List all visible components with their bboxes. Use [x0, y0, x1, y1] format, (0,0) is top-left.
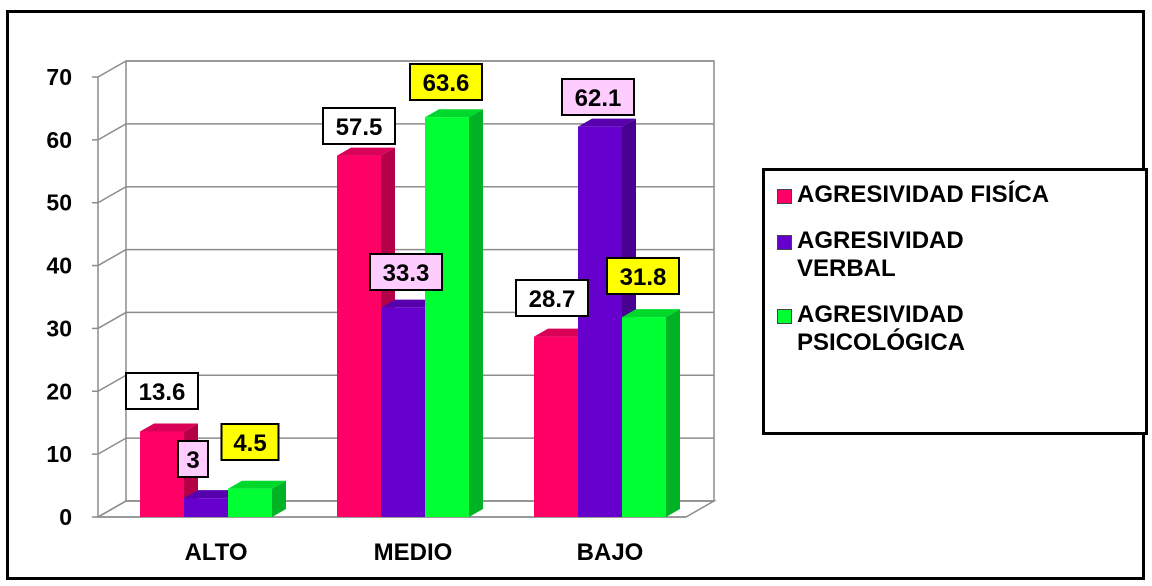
bar-top-face: [140, 423, 198, 432]
gridline-diagonal: [97, 186, 127, 204]
data-label-fisica-bajo: 28.7: [515, 279, 589, 317]
bar-top-face: [622, 309, 680, 318]
data-label-text: 13.6: [139, 379, 186, 406]
data-label-text: 63.6: [423, 70, 470, 97]
data-label-verbal-bajo: 62.1: [561, 78, 635, 116]
legend-label-fisica: AGRESIVIDAD FISÍCA: [797, 181, 1050, 208]
gridline-diagonal: [97, 500, 127, 518]
bar-top-face: [534, 328, 592, 337]
bar-top-face: [184, 490, 242, 499]
bar-front-face: [381, 307, 425, 517]
legend-label-psicologica: AGRESIVIDAD PSICOLÓGICA: [797, 301, 966, 356]
bar-front-face: [425, 117, 469, 517]
legend-item-fisica: AGRESIVIDAD FISÍCA: [777, 181, 1145, 209]
y-tick-label: 60: [46, 127, 72, 153]
y-tick-label: 20: [46, 378, 72, 404]
bar-top-face: [578, 118, 636, 127]
data-label-text: 31.8: [620, 264, 667, 291]
bar-top-face: [381, 299, 439, 308]
bar-top-face: [425, 109, 483, 118]
bar-top-face: [337, 147, 395, 156]
y-tick-label: 30: [46, 315, 72, 341]
gridline-diagonal: [97, 60, 127, 78]
x-tick-labels: ALTO MEDIO BAJO: [184, 539, 643, 566]
data-label-box: [409, 63, 483, 101]
bar-side-face: [469, 109, 483, 517]
gridline-diagonal: [97, 311, 127, 330]
data-label-psicologica-medio: 63.6: [409, 63, 483, 101]
data-label-verbal-medio: 33.3: [369, 253, 443, 291]
gridline-diagonal: [97, 123, 127, 141]
x-tick-label: MEDIO: [374, 539, 453, 566]
bar-front-face: [534, 336, 578, 517]
bar-front-face: [337, 155, 381, 518]
data-label-text: 28.7: [529, 286, 576, 313]
data-labels: 13.6 3 4.5 57.5 33.3 63.6 28.7 62.1 31.8: [125, 63, 680, 478]
data-label-box: [561, 78, 635, 116]
data-label-box: [322, 107, 396, 145]
data-label-fisica-medio: 57.5: [322, 107, 396, 145]
bar-front-face: [228, 488, 272, 517]
legend-swatch-fisica: [777, 189, 792, 204]
gridline-diagonal: [97, 437, 127, 455]
bar-front-face: [140, 431, 184, 517]
data-label-verbal-alto: 3: [177, 440, 209, 478]
y-tick-label: 0: [59, 504, 72, 530]
bar-front-face: [184, 498, 228, 517]
bar-top-face: [228, 480, 286, 489]
y-tick-label: 50: [46, 190, 72, 216]
legend-item-verbal: AGRESIVIDAD VERBAL: [777, 227, 1145, 283]
bar-front-face: [578, 126, 622, 518]
data-label-box: [515, 279, 589, 317]
data-label-text: 33.3: [383, 260, 430, 287]
gridline-diagonal: [97, 374, 127, 392]
data-label-box: [369, 253, 443, 291]
bar-front-face: [622, 317, 666, 517]
x-tick-label: BAJO: [577, 539, 644, 566]
bar-psicologica-alto: [228, 480, 286, 517]
data-label-psicologica-alto: 4.5: [220, 423, 280, 461]
data-label-box: [606, 257, 680, 295]
y-tick-label: 10: [46, 441, 72, 467]
bar-psicologica-medio: [425, 109, 483, 517]
y-tick-label: 70: [46, 64, 72, 90]
bar-psicologica-bajo: [622, 309, 680, 517]
data-label-box: [125, 372, 199, 410]
y-tick-labels: 0 10 20 30 40 50 60 70: [46, 64, 72, 530]
data-label-box: [220, 423, 280, 461]
legend-item-psicologica: AGRESIVIDAD PSICOLÓGICA: [777, 301, 1145, 357]
legend-label-verbal: AGRESIVIDAD VERBAL: [797, 227, 964, 282]
data-label-text: 3: [186, 447, 199, 474]
data-label-text: 57.5: [336, 114, 383, 141]
bar-side-face: [666, 309, 680, 517]
data-label-box: [177, 440, 209, 478]
gridline-diagonal: [97, 248, 127, 267]
legend-swatch-verbal: [777, 235, 792, 250]
bars: [140, 109, 680, 518]
data-label-text: 4.5: [233, 430, 266, 457]
data-label-text: 62.1: [575, 85, 622, 112]
data-label-fisica-alto: 13.6: [125, 372, 199, 410]
legend-swatch-psicologica: [777, 309, 792, 324]
legend: AGRESIVIDAD FISÍCA AGRESIVIDAD VERBAL AG…: [762, 168, 1148, 435]
x-tick-label: ALTO: [184, 539, 247, 566]
y-tick-label: 40: [46, 253, 72, 279]
bar-side-face: [272, 480, 286, 517]
data-label-psicologica-bajo: 31.8: [606, 257, 680, 295]
